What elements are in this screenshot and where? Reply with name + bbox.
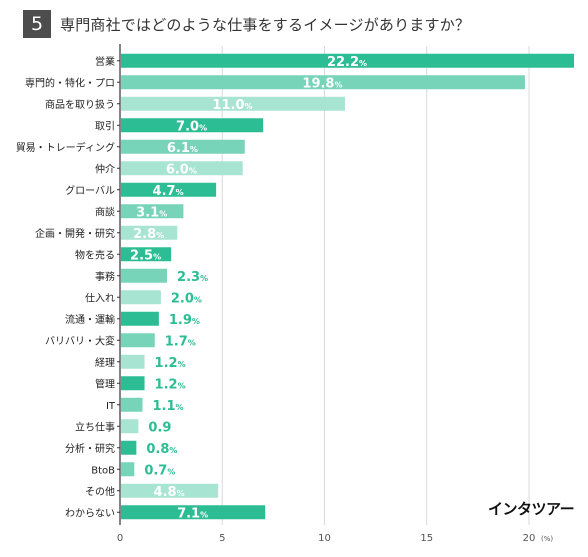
x-tick-label: 10 xyxy=(318,533,331,544)
value-label: 1.2% xyxy=(155,356,186,371)
category-label: 仲介 xyxy=(95,162,115,175)
bar xyxy=(121,376,145,391)
value-label: 19.8% xyxy=(302,76,342,91)
question-number: 5 xyxy=(23,10,51,38)
category-label: 管理 xyxy=(95,377,115,390)
bar xyxy=(121,290,161,305)
category-label: その他 xyxy=(85,485,115,498)
category-label: 商談 xyxy=(95,205,115,218)
category-label: 貿易・トレーディング xyxy=(16,141,115,154)
category-label: IT xyxy=(106,401,116,412)
unit-label: (%) xyxy=(541,535,553,543)
value-label: 1.9% xyxy=(169,313,200,328)
x-tick-label: 15 xyxy=(420,533,433,544)
bar xyxy=(121,505,266,520)
value-label: 1.1% xyxy=(152,399,183,414)
value-label: 2.3% xyxy=(177,270,208,285)
question-header: 5 専門商社ではどのような仕事をするイメージがありますか？ xyxy=(23,9,470,39)
value-label: 22.2% xyxy=(327,55,367,70)
bar xyxy=(121,268,168,283)
bar xyxy=(121,96,345,111)
value-label: 4.7% xyxy=(153,184,184,199)
category-label: 営業 xyxy=(95,55,115,68)
bar xyxy=(121,75,525,90)
value-label: 0.8% xyxy=(146,442,177,457)
value-label: 1.7% xyxy=(165,334,196,349)
intatour-logo: インタツアー xyxy=(488,500,575,518)
bar xyxy=(121,483,219,498)
category-label: 仕入れ xyxy=(85,291,115,304)
bar xyxy=(121,440,137,455)
bar xyxy=(121,118,264,133)
category-label: グローバル xyxy=(65,184,115,197)
bar xyxy=(121,225,178,240)
x-tick-label: 5 xyxy=(219,533,225,544)
bar xyxy=(121,419,139,434)
category-label: 事務 xyxy=(95,270,115,283)
category-label: 経理 xyxy=(95,356,115,369)
category-label: 専門的・特化・プロ xyxy=(25,76,115,89)
category-label: わからない xyxy=(65,507,115,519)
bar xyxy=(121,397,143,412)
value-label: 0.9 xyxy=(148,420,171,435)
value-label: 6.1% xyxy=(167,141,198,156)
bar xyxy=(121,311,159,326)
bar xyxy=(121,247,172,262)
value-label: 11.0% xyxy=(212,98,252,113)
bar xyxy=(121,161,243,176)
value-label: 2.8% xyxy=(133,227,164,242)
value-label: 2.0% xyxy=(171,291,202,306)
x-tick-label: 0 xyxy=(117,533,123,544)
value-label: 7.0% xyxy=(176,119,207,134)
category-label: 流通・運輸 xyxy=(65,313,115,326)
category-label: 物を売る xyxy=(75,248,115,261)
question-title: 専門商社ではどのような仕事をするイメージがありますか？ xyxy=(60,15,471,34)
category-label: 分析・研究 xyxy=(65,442,115,455)
bar xyxy=(121,53,574,68)
category-label: バリバリ・大変 xyxy=(45,334,115,347)
value-label: 7.1% xyxy=(177,506,208,521)
bar xyxy=(121,182,217,197)
x-tick-label: 20 xyxy=(523,533,536,544)
value-label: 4.8% xyxy=(154,485,185,500)
category-label: 商品を取り扱う xyxy=(45,98,115,111)
value-label: 2.5% xyxy=(130,248,161,263)
bar xyxy=(121,139,245,154)
value-label: 6.0% xyxy=(166,162,197,177)
category-label: 企画・開発・研究 xyxy=(35,227,115,240)
bar xyxy=(121,462,135,477)
value-label: 0.7% xyxy=(144,463,175,478)
bar xyxy=(121,354,145,369)
bar xyxy=(121,204,184,219)
category-label: 取引 xyxy=(95,120,115,132)
value-label: 1.2% xyxy=(155,377,186,392)
bar xyxy=(121,333,155,348)
value-label: 3.1% xyxy=(136,205,167,220)
category-label: BtoB xyxy=(91,465,115,476)
category-label: 立ち仕事 xyxy=(75,420,115,433)
